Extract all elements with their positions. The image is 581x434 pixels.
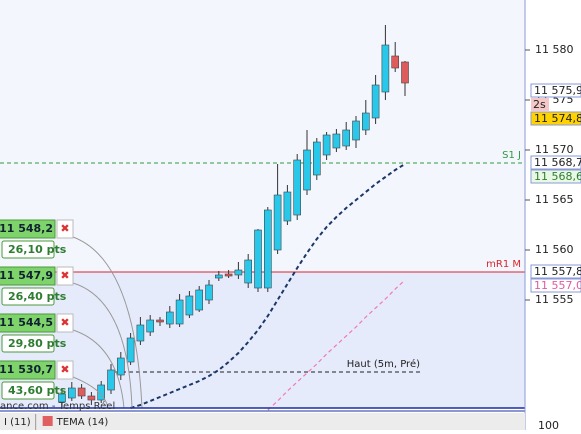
- candle-body: [136, 324, 145, 342]
- price-label: 11 557,8: [534, 265, 581, 278]
- price-label: 11 568,6: [534, 170, 581, 183]
- price-label-bg: [530, 83, 581, 98]
- candle-body: [215, 274, 223, 279]
- candle-body: [87, 395, 96, 401]
- level-label: mR1 M: [486, 259, 521, 270]
- order-price-box: [0, 266, 56, 286]
- candle-body: [77, 387, 86, 397]
- candle-body: [175, 299, 184, 325]
- order-pts: 43,60 pts: [8, 384, 67, 397]
- order-close[interactable]: [56, 313, 74, 333]
- order-price-box: [0, 219, 56, 239]
- price-label: 11 574,8: [534, 112, 581, 125]
- price-label-bg: [530, 169, 581, 184]
- candle-body: [401, 61, 409, 84]
- countdown: 2s: [533, 98, 546, 111]
- lower-panel-label: 100: [538, 419, 559, 430]
- candle-body: [224, 273, 233, 277]
- indicator-line: [130, 163, 406, 409]
- candle-body: [391, 55, 400, 69]
- candle-body: [97, 384, 105, 401]
- order-pts: 26,40 pts: [8, 290, 67, 303]
- legend-swatch: [42, 416, 53, 426]
- level-label: S1 J: [502, 150, 521, 161]
- y-tick-label: 11 580: [535, 43, 574, 56]
- y-tick-label: 11 555: [535, 293, 574, 306]
- candle-body: [263, 209, 272, 289]
- level-label: Haut (5m, Pré): [347, 358, 420, 370]
- order-pts-box: [1, 334, 55, 353]
- order-close-icon: ✖: [60, 316, 69, 329]
- candle-body: [254, 229, 262, 289]
- candle-body: [107, 369, 115, 391]
- candle-body: [352, 120, 360, 141]
- order-price: @ 11 530,7: [0, 363, 53, 376]
- candle-body: [381, 44, 390, 93]
- candle-body: [146, 319, 154, 333]
- y-tick-label: 11 570: [535, 143, 574, 156]
- order-price: @ 11 544,5: [0, 316, 53, 329]
- legend-bar: [0, 413, 525, 430]
- legend-entry: I (11): [4, 417, 31, 428]
- candle-body: [205, 284, 213, 301]
- price-label: 11 568,7: [534, 156, 581, 169]
- candle-body: [332, 133, 341, 149]
- candle-body: [58, 393, 66, 403]
- order-price-box: [0, 360, 56, 380]
- order-price-box: [0, 313, 56, 333]
- order-pts: 26,10 pts: [8, 243, 67, 256]
- candle-body: [195, 289, 203, 311]
- price-label-bg: [530, 111, 581, 126]
- order-pts: 29,80 pts: [8, 337, 67, 350]
- price-label-bg: [530, 264, 581, 279]
- candle-body: [117, 357, 125, 376]
- y-tick-label: 11 565: [535, 193, 574, 206]
- candle-body: [303, 149, 311, 191]
- source: ance.com - Temps Réel: [0, 400, 115, 412]
- candle-body: [185, 295, 194, 316]
- candle-body: [68, 387, 76, 399]
- countdown-bg: [531, 98, 549, 111]
- candle-body: [371, 84, 380, 119]
- order-pts-box: [1, 240, 55, 259]
- order-close-icon: ✖: [60, 222, 69, 235]
- legend-entry: TEMA (14): [56, 417, 109, 428]
- candle-body: [322, 134, 331, 156]
- candle-body: [361, 112, 370, 131]
- order-close[interactable]: [56, 360, 74, 380]
- candle-body: [283, 191, 292, 222]
- candle-body: [166, 311, 174, 325]
- axis-background: [525, 0, 581, 430]
- order-close[interactable]: [56, 219, 74, 239]
- order-pts-box: [1, 287, 55, 306]
- candle-body: [342, 129, 351, 147]
- lower-zone: [0, 272, 525, 408]
- order-close-icon: ✖: [60, 269, 69, 282]
- candle-body: [234, 269, 243, 276]
- order-links: [72, 236, 143, 409]
- price-label-bg: [530, 155, 581, 170]
- price-label-bg: [530, 278, 581, 293]
- candle-body: [273, 194, 282, 251]
- order-pts-box: [1, 381, 55, 400]
- candle-body: [126, 337, 135, 363]
- candle-body: [293, 159, 302, 216]
- order-close[interactable]: [56, 266, 74, 286]
- candle-body: [156, 319, 164, 323]
- candle-body: [312, 141, 321, 176]
- y-tick-label: 11 560: [535, 243, 574, 256]
- indicator-line: [267, 279, 406, 411]
- candle-body: [244, 259, 252, 284]
- order-close-icon: ✖: [60, 363, 69, 376]
- order-price: @ 11 548,2: [0, 222, 53, 235]
- price-label: 11 557,0: [534, 279, 581, 292]
- price-label: 11 575,9: [534, 84, 581, 97]
- order-price: @ 11 547,9: [0, 269, 53, 282]
